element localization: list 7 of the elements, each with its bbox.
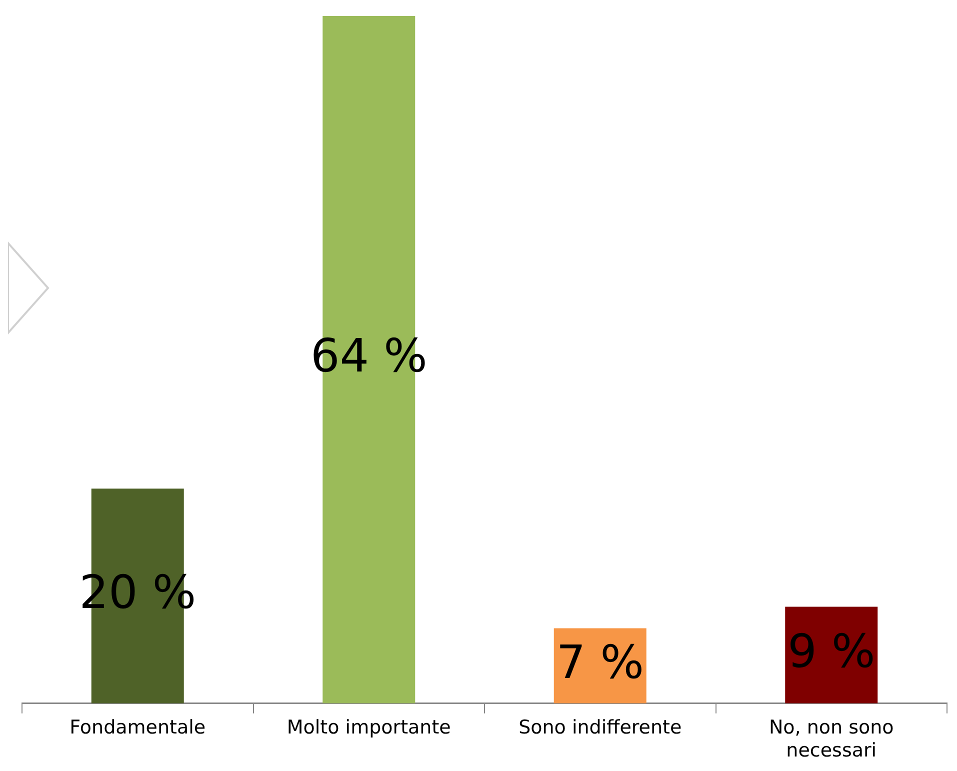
data-label: 7 %: [556, 634, 644, 689]
x-tick-label: Fondamentale: [70, 716, 206, 739]
x-tick-label: Sono indifferente: [518, 716, 682, 739]
data-label: 9 %: [788, 624, 876, 678]
x-tick-label: No, non sono necessari: [768, 716, 894, 762]
bar: [785, 606, 878, 704]
x-tick-label: Molto importante: [286, 716, 451, 739]
